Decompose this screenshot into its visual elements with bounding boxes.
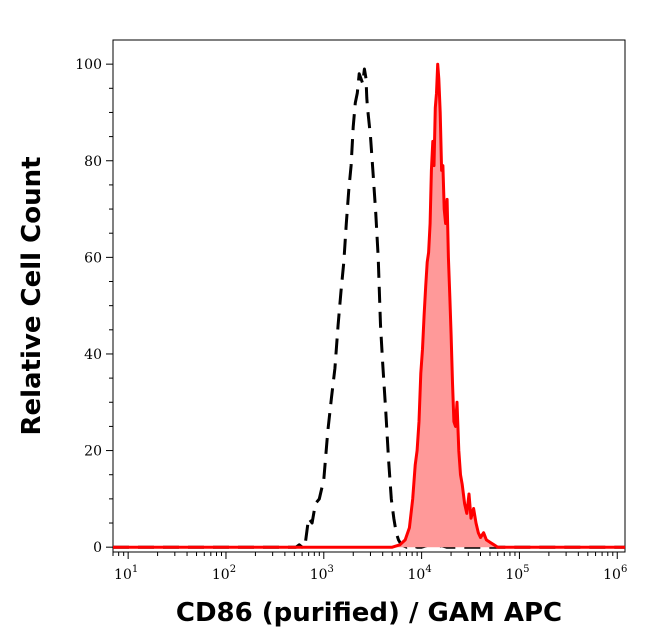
y-axis-ticks: 0 20 40 60 80 100 [75,57,113,556]
x-tick-label: 105 [505,564,529,583]
x-axis-title: CD86 (purified) / GAM APC [176,598,562,628]
y-axis-title: Relative Cell Count [17,156,47,435]
x-tick-label: 104 [408,564,432,583]
x-axis-ticks: 101 102 103 104 105 106 [112,552,627,583]
series-0-dashed-outline [113,67,625,549]
series-layer [113,62,625,549]
y-tick-label: 60 [84,250,102,266]
y-tick-label: 0 [93,540,102,556]
y-tick-label: 40 [84,347,102,363]
y-tick-label: 80 [84,154,102,170]
x-tick-label: 103 [310,564,334,583]
series-1-outline [113,62,625,549]
x-tick-label: 102 [212,564,236,583]
y-tick-label: 20 [84,444,102,460]
plot-frame [112,39,626,553]
x-tick-label: 101 [114,564,138,583]
series-1-fill [113,64,625,548]
x-tick-label: 106 [603,564,627,583]
y-tick-label: 100 [75,57,102,73]
